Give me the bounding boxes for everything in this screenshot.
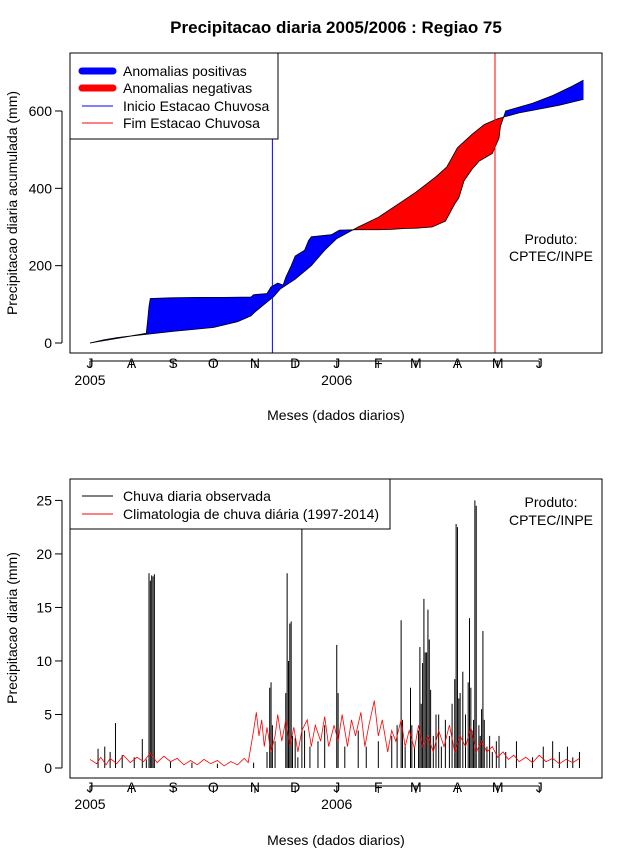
x-tick-label: S xyxy=(168,355,177,371)
cumulative-legend: Anomalias positivas Anomalias negativas … xyxy=(69,52,279,140)
x-tick-label: J xyxy=(87,355,94,371)
daily-x-label: Meses (dados diarios) xyxy=(267,832,405,848)
legend-climatology-label: Climatologia de chuva diária (1997-2014) xyxy=(123,506,379,522)
legend-box xyxy=(69,478,391,530)
legend-season-start-label: Inicio Estacao Chuvosa xyxy=(123,98,270,114)
year-label: 2005 xyxy=(74,372,105,388)
x-tick-label: N xyxy=(250,355,260,371)
anomaly-positive-area xyxy=(504,80,584,117)
cumulative-y-axis: 0 200 400 600 xyxy=(29,103,63,351)
x-tick-label: O xyxy=(208,779,219,795)
x-tick-label: A xyxy=(453,355,463,371)
y-tick-label: 400 xyxy=(29,180,53,196)
product-source: CPTEC/INPE xyxy=(509,248,593,264)
legend-negative-label: Anomalias negativas xyxy=(123,80,252,96)
x-tick-label: A xyxy=(127,355,137,371)
legend-positive-label: Anomalias positivas xyxy=(123,63,247,79)
season-lines xyxy=(271,53,496,353)
y-tick-label: 25 xyxy=(36,492,52,508)
climatology-line xyxy=(89,700,580,767)
x-tick-label: O xyxy=(208,355,219,371)
year-label: 2006 xyxy=(321,372,352,388)
product-label: Produto: xyxy=(525,494,578,510)
daily-legend: Chuva diaria observada Climatologia de c… xyxy=(69,478,391,530)
x-tick-label: D xyxy=(290,779,300,795)
year-label: 2005 xyxy=(74,796,105,812)
legend-observed-label: Chuva diaria observada xyxy=(123,488,271,504)
y-tick-label: 0 xyxy=(44,335,52,351)
product-label: Produto: xyxy=(525,231,578,247)
climatology-cumulative-line xyxy=(89,99,584,344)
cumulative-x-label: Meses (dados diarios) xyxy=(267,407,405,423)
cumulative-plot-area xyxy=(89,79,584,344)
cumulative-y-label: Precipitacao diaria acumulada (mm) xyxy=(4,91,20,315)
x-tick-label: M xyxy=(492,779,504,795)
daily-y-axis: 0 5 10 15 20 25 xyxy=(36,492,63,776)
x-tick-label: M xyxy=(410,355,422,371)
x-tick-label: J xyxy=(536,355,543,371)
product-source: CPTEC/INPE xyxy=(509,512,593,528)
y-tick-label: 10 xyxy=(36,653,52,669)
x-tick-label: D xyxy=(290,355,300,371)
y-tick-label: 200 xyxy=(29,258,53,274)
anomaly-negative-area xyxy=(354,117,503,230)
daily-climatology xyxy=(89,700,580,767)
x-tick-label: A xyxy=(453,779,463,795)
x-tick-label: A xyxy=(127,779,137,795)
x-tick-label: F xyxy=(374,355,383,371)
x-tick-label: J xyxy=(333,355,340,371)
y-tick-label: 600 xyxy=(29,103,53,119)
legend-season-end-label: Fim Estacao Chuvosa xyxy=(123,115,260,131)
daily-y-label: Precipitacao diaria (mm) xyxy=(4,552,20,704)
x-tick-label: N xyxy=(250,779,260,795)
y-tick-label: 0 xyxy=(44,760,52,776)
y-tick-label: 15 xyxy=(36,599,52,615)
x-tick-label: S xyxy=(168,779,177,795)
x-tick-label: M xyxy=(410,779,422,795)
x-tick-label: F xyxy=(374,779,383,795)
year-label: 2006 xyxy=(321,796,352,812)
observed-cumulative-line xyxy=(89,79,584,344)
cumulative-plot-frame xyxy=(69,52,603,354)
legend-box xyxy=(69,52,279,140)
x-tick-label: M xyxy=(492,355,504,371)
x-tick-label: J xyxy=(87,779,94,795)
daily-observed-bars xyxy=(97,500,580,768)
x-tick-label: J xyxy=(333,779,340,795)
x-tick-label: J xyxy=(536,779,543,795)
y-tick-label: 5 xyxy=(44,706,52,722)
figure-title: Precipitacao diaria 2005/2006 : Regiao 7… xyxy=(170,18,502,37)
y-tick-label: 20 xyxy=(36,546,52,562)
anomaly-positive-area xyxy=(90,229,353,343)
